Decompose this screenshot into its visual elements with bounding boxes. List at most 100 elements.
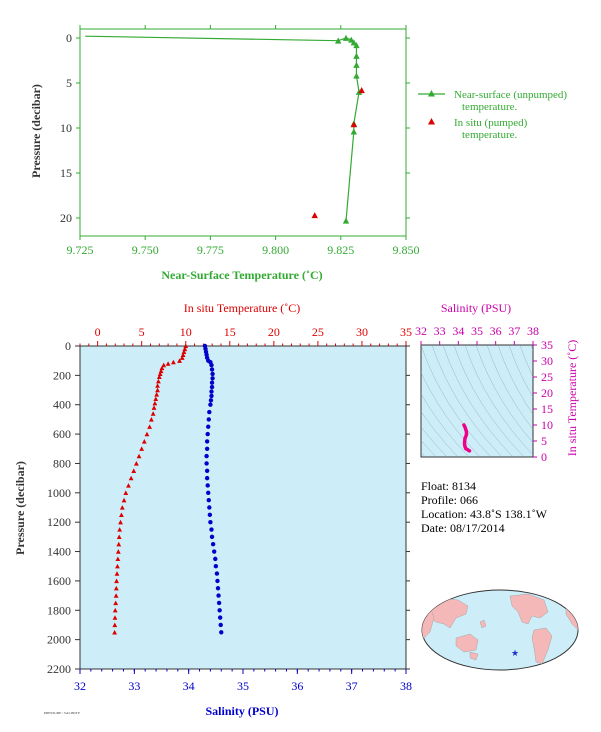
temperature-point: [139, 446, 145, 451]
ts-x-tick-label: 35: [471, 324, 483, 338]
temperature-point: [181, 349, 187, 355]
ts-y-tick-label: 5: [541, 434, 547, 448]
x-tick-label: 9.750: [132, 243, 159, 257]
salinity-point: [216, 600, 222, 606]
salinity-point: [208, 519, 213, 525]
float-id: Float: 8134: [421, 479, 476, 493]
salinity-point: [208, 398, 214, 403]
ts-right-axis-label: In situ Temperature (˚C): [565, 340, 579, 457]
density-contour-line: [508, 345, 533, 398]
density-contour-line: [421, 440, 437, 457]
salinity-point: [209, 384, 215, 390]
near-surface-chart: 9.725 9.750 9.775 9.800 9.825 9.850 0 5 10 15 20 N…: [29, 25, 567, 282]
pressure-tick-label: 2200: [47, 662, 71, 676]
density-contour-line: [453, 345, 525, 457]
temperature-point: [170, 359, 176, 365]
temperature-point: [131, 468, 137, 473]
ts-x-tick-label: 38: [527, 324, 539, 338]
ts-diagram: 32 33 34 35 36 37 38 0 5 10 15 20 25 30 35 Salinity (P…: [415, 301, 579, 464]
x-tick-label: 9.725: [67, 243, 94, 257]
temperature-point: [157, 371, 163, 377]
salinity-point: [206, 490, 211, 496]
temperature-point: [151, 405, 157, 410]
salinity-point: [209, 534, 215, 540]
salinity-point: [206, 497, 211, 503]
profile-plot-area: [79, 345, 407, 670]
ts-y-tick-label: 10: [541, 418, 553, 432]
in-situ-temperature-point: [350, 121, 358, 128]
temperature-point: [113, 600, 119, 606]
ts-plot-area: [420, 344, 534, 458]
salinity-tick-label: 38: [400, 679, 412, 693]
y-tick-label: 15: [60, 166, 72, 180]
pressure-tick-label: 1200: [47, 515, 71, 529]
ts-x-tick-label: 32: [415, 324, 427, 338]
ts-y-tick-label: 30: [541, 354, 553, 368]
temperature-tick-label: 20: [268, 325, 280, 339]
near-surface-temperature-point: [353, 72, 360, 79]
temperature-point: [128, 475, 134, 481]
temperature-point: [165, 361, 171, 366]
ts-x-tick-label: 36: [490, 324, 502, 338]
temperature-point: [155, 383, 160, 388]
world-map: ★: [421, 589, 579, 671]
temperature-tick-label: 30: [356, 325, 368, 339]
temperature-point: [115, 563, 120, 569]
near-surface-temperature-point: [355, 88, 363, 95]
temperature-tick-label: 25: [312, 325, 324, 339]
location: Location: 43.8˚S 138.1˚W: [421, 507, 548, 521]
near-surface-temperature-point: [350, 39, 358, 46]
temperature-point: [116, 541, 122, 547]
salinity-tick-label: 35: [237, 679, 249, 693]
temperature-point: [153, 396, 159, 402]
temperature-point: [155, 387, 160, 393]
pressure-tick-label: 1800: [47, 603, 71, 617]
salinity-point: [207, 409, 212, 415]
temperature-tick-label: 35: [400, 325, 412, 339]
temperature-point: [177, 358, 182, 363]
profile-top-axis-label: In situ Temperature (˚C): [184, 301, 301, 315]
profile-axes: 0 5 10 15 20 25 30 35 32 33 34 35 36 37 38 0 200 400 600 80…: [47, 325, 412, 693]
map-landmass-australia: [455, 633, 479, 653]
density-contour-line: [421, 345, 492, 457]
near-surface-temperature-point: [353, 42, 360, 49]
pressure-tick-label: 1600: [47, 574, 71, 588]
pressure-tick-label: 200: [53, 368, 71, 382]
salinity-point: [210, 542, 216, 547]
ts-x-tick-label: 34: [452, 324, 464, 338]
temperature-point: [114, 571, 120, 576]
y-tick-label: 5: [66, 76, 72, 90]
temperature-point: [116, 534, 122, 540]
temperature-point: [112, 629, 118, 635]
ts-axes: 32 33 34 35 36 37 38 0 5 10 15 20 25 30 35: [415, 324, 553, 464]
salinity-point: [215, 586, 221, 591]
temperature-point: [112, 607, 118, 613]
salinity-tick-label: 37: [346, 679, 358, 693]
near-surface-series: [85, 34, 365, 224]
legend-red-triangle-icon: [428, 118, 435, 125]
salinity-point: [207, 505, 212, 510]
profile-y-axis-label: Pressure (decibar): [13, 461, 27, 555]
map-landmass-new-zealand: [469, 651, 479, 661]
ts-curve: [462, 423, 472, 453]
density-contour-line: [421, 393, 470, 457]
float-info: Float: 8134 Profile: 066 Location: 43.8˚…: [421, 479, 548, 535]
ts-y-tick-label: 35: [541, 338, 553, 352]
ts-y-tick-label: 25: [541, 370, 553, 384]
temperature-point: [147, 424, 153, 429]
float-location-marker-icon: ★: [511, 648, 519, 658]
temperature-point: [156, 374, 162, 379]
temperature-point: [150, 411, 156, 416]
salinity-point: [209, 389, 214, 394]
salinity-point: [214, 571, 220, 576]
temperature-point: [121, 497, 127, 503]
temperature-point: [119, 512, 124, 518]
map-landmass-pacific-islands: [479, 619, 487, 629]
density-contour-line: [475, 345, 533, 443]
temperature-point: [182, 346, 188, 352]
near-surface-temperature-point: [342, 217, 350, 224]
pressure-tick-label: 1000: [47, 486, 71, 500]
salinity-point: [209, 367, 215, 372]
salinity-point: [210, 371, 215, 377]
